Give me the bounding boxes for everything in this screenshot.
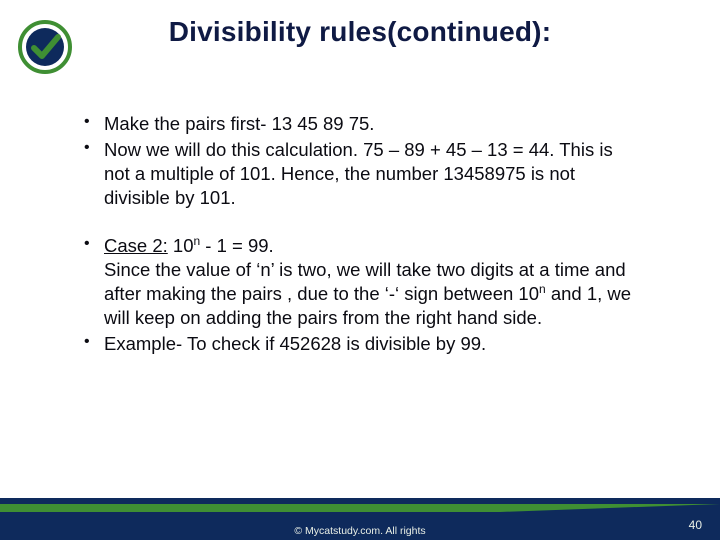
- slide-content: Make the pairs first- 13 45 89 75. Now w…: [82, 112, 642, 358]
- case2-heading-line: Case 2: 10n - 1 = 99.: [104, 234, 642, 258]
- footer-stripe-green: [0, 504, 720, 512]
- case2-rest-sup: n: [539, 282, 546, 296]
- case2-formula-pre: 10: [168, 235, 194, 256]
- case2-formula-post: - 1 = 99.: [200, 235, 274, 256]
- bullet-text: Make the pairs first- 13 45 89 75.: [104, 113, 374, 134]
- page-number: 40: [689, 518, 702, 532]
- bullet-item: Case 2: 10n - 1 = 99. Since the value of…: [82, 234, 642, 330]
- slide: Divisibility rules(continued): Make the …: [0, 0, 720, 540]
- slide-title: Divisibility rules(continued):: [0, 16, 720, 48]
- bullet-text: Example- To check if 452628 is divisible…: [104, 333, 486, 354]
- footer-band: © Mycatstudy.com. All rights 40: [0, 498, 720, 540]
- bullet-item: Example- To check if 452628 is divisible…: [82, 332, 642, 356]
- bullet-text: Now we will do this calculation. 75 – 89…: [104, 139, 613, 208]
- bullet-item: Make the pairs first- 13 45 89 75.: [82, 112, 642, 136]
- bullet-item: Now we will do this calculation. 75 – 89…: [82, 138, 642, 210]
- copyright-text: © Mycatstudy.com. All rights: [0, 526, 720, 538]
- case2-label: Case 2:: [104, 235, 168, 256]
- spacer: [82, 212, 642, 234]
- case2-body: Since the value of ‘n’ is two, we will t…: [104, 259, 631, 328]
